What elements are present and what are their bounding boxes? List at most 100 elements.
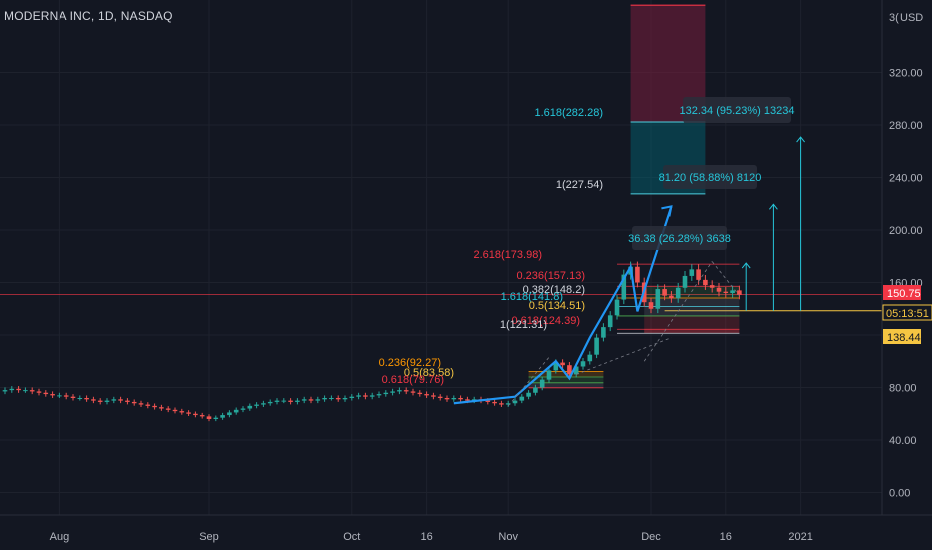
time-axis[interactable]: AugSepOct16NovDec162021Feb bbox=[0, 514, 932, 543]
candle[interactable] bbox=[70, 394, 76, 401]
candle[interactable] bbox=[335, 395, 341, 402]
candle[interactable] bbox=[308, 396, 314, 404]
candle[interactable] bbox=[159, 404, 164, 411]
candle[interactable] bbox=[36, 388, 42, 396]
candle[interactable] bbox=[533, 384, 538, 396]
candle[interactable] bbox=[580, 357, 586, 370]
candle[interactable] bbox=[560, 359, 565, 369]
candle[interactable] bbox=[165, 406, 171, 413]
candle[interactable] bbox=[669, 291, 674, 303]
candle[interactable] bbox=[138, 400, 144, 407]
candle[interactable] bbox=[451, 395, 457, 402]
candle[interactable] bbox=[635, 261, 640, 288]
candle[interactable] bbox=[199, 412, 205, 419]
candle[interactable] bbox=[295, 398, 300, 405]
candle[interactable] bbox=[193, 411, 198, 418]
candle[interactable] bbox=[274, 398, 280, 405]
candle[interactable] bbox=[505, 400, 511, 407]
candle[interactable] bbox=[206, 414, 212, 422]
candle[interactable] bbox=[349, 394, 355, 401]
candle[interactable] bbox=[281, 398, 287, 404]
candle[interactable] bbox=[131, 399, 137, 406]
candle[interactable] bbox=[655, 284, 661, 314]
candle[interactable] bbox=[97, 398, 103, 405]
candles[interactable] bbox=[2, 261, 742, 422]
candle[interactable] bbox=[648, 297, 654, 314]
candle[interactable] bbox=[77, 395, 83, 401]
candle[interactable] bbox=[621, 269, 627, 305]
candle[interactable] bbox=[247, 403, 253, 411]
fib-zone-2d[interactable] bbox=[644, 329, 740, 334]
price-axis[interactable]: 3( USD 0.0040.0080.00160.00200.00240.002… bbox=[881, 0, 923, 515]
candle[interactable] bbox=[390, 388, 395, 396]
candle[interactable] bbox=[369, 392, 375, 400]
drawings-front[interactable]: 132.34 (95.23%) 13234 81.20 (58.88%) 8120… bbox=[379, 97, 805, 407]
candle[interactable] bbox=[601, 323, 606, 342]
candle[interactable] bbox=[152, 403, 157, 410]
candle[interactable] bbox=[104, 398, 110, 405]
candle[interactable] bbox=[57, 392, 62, 398]
candle[interactable] bbox=[50, 391, 55, 398]
candle[interactable] bbox=[315, 396, 321, 404]
candle[interactable] bbox=[730, 285, 735, 298]
candle[interactable] bbox=[526, 390, 531, 400]
candle[interactable] bbox=[220, 412, 225, 420]
candle[interactable] bbox=[254, 402, 259, 409]
candle[interactable] bbox=[329, 395, 334, 401]
candle[interactable] bbox=[383, 390, 389, 397]
candle[interactable] bbox=[172, 407, 178, 414]
candle[interactable] bbox=[16, 386, 21, 393]
candle[interactable] bbox=[567, 361, 572, 378]
wave-path[interactable] bbox=[453, 206, 673, 405]
candle[interactable] bbox=[614, 295, 620, 320]
candle[interactable] bbox=[607, 311, 613, 332]
candle[interactable] bbox=[519, 394, 525, 404]
candle[interactable] bbox=[227, 410, 232, 418]
candle[interactable] bbox=[9, 386, 15, 393]
candle[interactable] bbox=[118, 396, 123, 404]
candle[interactable] bbox=[444, 395, 450, 402]
candle[interactable] bbox=[322, 395, 327, 402]
candle[interactable] bbox=[424, 391, 429, 398]
candle[interactable] bbox=[111, 396, 117, 404]
candle[interactable] bbox=[682, 270, 688, 293]
fib-zone-2a[interactable] bbox=[644, 286, 740, 298]
fib-zone-1c[interactable] bbox=[528, 382, 604, 388]
candle[interactable] bbox=[186, 410, 191, 416]
candle[interactable] bbox=[397, 387, 402, 395]
candle[interactable] bbox=[145, 402, 151, 409]
candle[interactable] bbox=[63, 392, 69, 400]
candle[interactable] bbox=[288, 398, 293, 405]
candle[interactable] bbox=[23, 387, 28, 393]
candle[interactable] bbox=[213, 415, 219, 422]
fib-zone-2c[interactable] bbox=[644, 315, 740, 330]
candle[interactable] bbox=[675, 282, 681, 303]
candle[interactable] bbox=[356, 392, 361, 400]
candle[interactable] bbox=[689, 264, 695, 281]
fib-zone-2b[interactable] bbox=[644, 297, 740, 316]
candle[interactable] bbox=[240, 406, 246, 413]
candle[interactable] bbox=[84, 395, 89, 402]
candle[interactable] bbox=[703, 274, 708, 290]
candle[interactable] bbox=[410, 388, 416, 396]
candle[interactable] bbox=[512, 398, 518, 406]
measure-label-bg[interactable] bbox=[683, 97, 791, 123]
candle[interactable] bbox=[125, 398, 130, 405]
candle[interactable] bbox=[716, 282, 722, 297]
candle[interactable] bbox=[376, 391, 382, 398]
candle[interactable] bbox=[43, 390, 49, 397]
candle[interactable] bbox=[233, 407, 239, 415]
candle[interactable] bbox=[492, 399, 497, 406]
candle[interactable] bbox=[2, 387, 8, 395]
candle[interactable] bbox=[499, 400, 504, 407]
candle[interactable] bbox=[662, 284, 667, 301]
candle[interactable] bbox=[709, 280, 715, 293]
candle[interactable] bbox=[267, 399, 273, 406]
candle[interactable] bbox=[261, 400, 266, 407]
candle[interactable] bbox=[301, 396, 307, 404]
candle[interactable] bbox=[723, 287, 729, 298]
candle[interactable] bbox=[737, 285, 742, 300]
candle[interactable] bbox=[437, 394, 443, 401]
candle[interactable] bbox=[594, 333, 599, 359]
